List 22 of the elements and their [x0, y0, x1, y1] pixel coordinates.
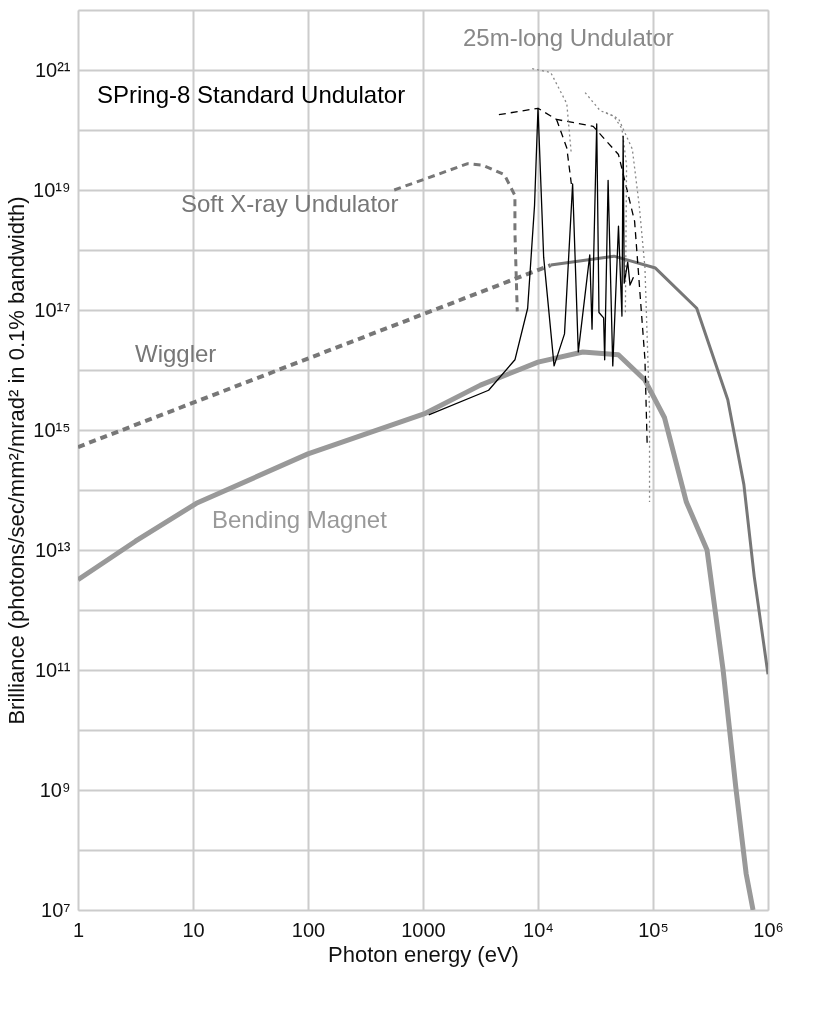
y-axis-title: Brilliance (photons/sec/mm²/mrad² in 0.1% bandwidth) [4, 196, 30, 725]
y-tick-label: 10¹¹ [34, 658, 71, 681]
x-tick-label: 1000 [401, 918, 446, 941]
x-tick-label: 1 [72, 918, 85, 941]
x-tick-label: 10⁴ [523, 918, 554, 941]
y-tick-label: 10¹⁵ [33, 418, 71, 441]
series-label: Bending Magnet [212, 506, 388, 533]
x-tick-label: 10⁵ [638, 918, 669, 941]
series-label: Wiggler [135, 340, 217, 367]
series-label: Soft X-ray Undulator [181, 190, 399, 217]
y-tick-label: 10⁷ [41, 898, 71, 921]
y-tick-label: 10¹⁹ [33, 178, 71, 201]
x-tick-label: 10⁶ [753, 918, 784, 941]
y-tick-label: 10⁹ [39, 778, 71, 801]
text: SPring-8 Standard Undulator [97, 81, 406, 108]
y-tick-label: 10¹³ [34, 538, 71, 561]
series-label: 25m-long Undulator [463, 24, 674, 51]
x-tick-label: 10 [182, 918, 205, 941]
x-axis-title: Photon energy (eV) [328, 941, 519, 967]
y-tick-label: 10¹⁷ [34, 298, 71, 321]
x-tick-label: 100 [291, 918, 326, 941]
y-tick-label: 10²¹ [34, 58, 71, 81]
